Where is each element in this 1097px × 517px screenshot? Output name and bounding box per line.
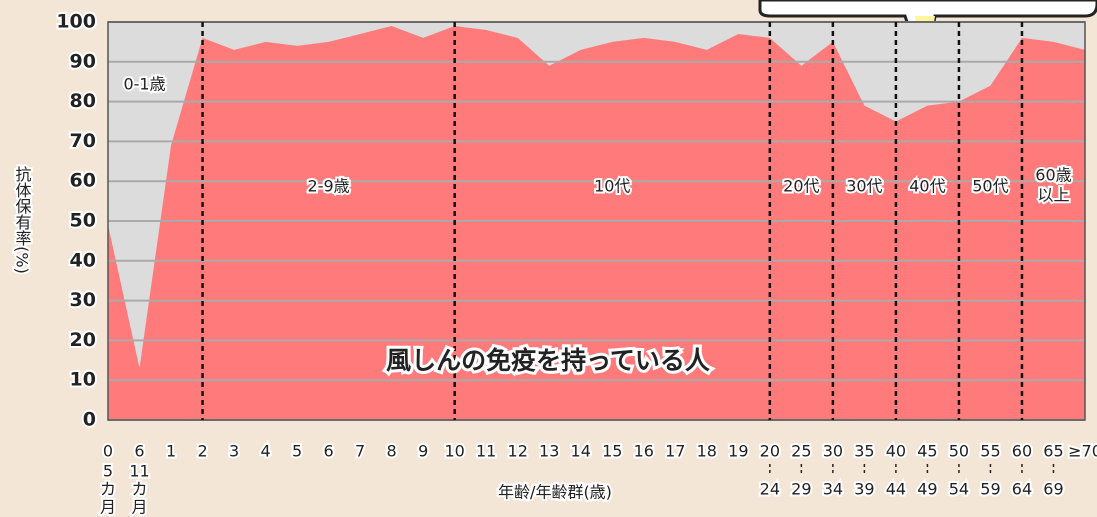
x-tick-label: 39 xyxy=(854,480,874,499)
x-tick-label: 50 xyxy=(949,442,969,461)
region-label: 10代 xyxy=(594,177,630,196)
y-tick-label: 50 xyxy=(70,210,96,232)
y-tick-label: 20 xyxy=(70,329,96,351)
region-label: 以上 xyxy=(1037,186,1069,205)
x-tick-label: カ xyxy=(132,480,148,499)
x-tick-label: 65 xyxy=(1043,442,1063,461)
x-tick-label: 44 xyxy=(886,480,906,499)
x-tick-label: カ xyxy=(100,480,116,499)
x-tick-label: 15 xyxy=(602,442,622,461)
x-tick-label: 17 xyxy=(665,442,685,461)
x-tick-label: 11 xyxy=(476,442,496,461)
region-label: 60歳 xyxy=(1035,166,1071,185)
x-tick-label: 54 xyxy=(949,480,969,499)
x-tick-label: 49 xyxy=(917,480,937,499)
x-tick-label: 45 xyxy=(917,442,937,461)
x-tick-label: 29 xyxy=(791,480,811,499)
x-tick-label: 6 xyxy=(324,442,334,461)
y-axis-label: 抗体保有率(%) xyxy=(13,166,32,274)
x-tick-label: 60 xyxy=(1012,442,1032,461)
x-axis-label: 年齢/年齢群(歳) xyxy=(498,483,612,502)
x-tick-label: 6 xyxy=(134,442,144,461)
x-tick-label: 月 xyxy=(132,498,148,517)
x-tick-label: 5 xyxy=(292,442,302,461)
y-tick-label: 60 xyxy=(70,170,96,192)
x-tick-label: 40 xyxy=(886,442,906,461)
x-tick-label: 9 xyxy=(418,442,428,461)
x-tick-label: 59 xyxy=(980,480,1000,499)
plot-frame xyxy=(107,21,1086,421)
x-tick-label: 18 xyxy=(697,442,717,461)
x-tick-label: 10 xyxy=(444,442,464,461)
x-tick-label: 8 xyxy=(387,442,397,461)
y-tick-label: 40 xyxy=(70,249,96,271)
x-tick-label: 25 xyxy=(791,442,811,461)
x-tick-label: 0 xyxy=(103,442,113,461)
y-tick-label: 90 xyxy=(70,50,96,72)
x-tick-label: 64 xyxy=(1012,480,1032,499)
x-tick-label: ≥70 xyxy=(1068,442,1097,461)
x-tick-label: 16 xyxy=(634,442,654,461)
region-label: 0-1歳 xyxy=(123,75,165,94)
y-tick-label: 0 xyxy=(83,409,96,431)
x-tick-label: 5 xyxy=(103,462,113,481)
y-tick-label: 100 xyxy=(56,11,96,33)
region-label: 2-9歳 xyxy=(308,177,350,196)
x-tick-label: 1 xyxy=(166,442,176,461)
x-tick-label: 19 xyxy=(728,442,748,461)
chart-title: 風しんの免疫を持っている人 xyxy=(386,346,710,375)
x-tick-label: 69 xyxy=(1043,480,1063,499)
x-tick-label: 12 xyxy=(508,442,528,461)
region-label: 30代 xyxy=(846,177,882,196)
y-tick-label: 80 xyxy=(70,90,96,112)
x-tick-label: 11 xyxy=(129,462,149,481)
y-tick-label: 30 xyxy=(70,289,96,311)
x-tick-label: 30 xyxy=(823,442,843,461)
y-tick-label: 10 xyxy=(70,369,96,391)
x-tick-label: 35 xyxy=(854,442,874,461)
x-tick-label: 55 xyxy=(980,442,1000,461)
region-label: 40代 xyxy=(909,177,945,196)
y-tick-label: 70 xyxy=(70,130,96,152)
x-tick-label: 2 xyxy=(197,442,207,461)
x-tick-label: 月 xyxy=(100,498,116,517)
region-label: 20代 xyxy=(783,177,819,196)
x-tick-label: 20 xyxy=(760,442,780,461)
x-tick-label: 34 xyxy=(823,480,843,499)
x-tick-label: 7 xyxy=(355,442,365,461)
region-label: 50代 xyxy=(972,177,1008,196)
x-tick-label: 14 xyxy=(571,442,591,461)
plot-area xyxy=(108,21,1085,421)
x-tick-label: 4 xyxy=(260,442,270,461)
x-tick-label: 13 xyxy=(539,442,559,461)
area xyxy=(108,25,1085,420)
x-tick-label: 3 xyxy=(229,442,239,461)
x-tick-label: 24 xyxy=(760,480,780,499)
